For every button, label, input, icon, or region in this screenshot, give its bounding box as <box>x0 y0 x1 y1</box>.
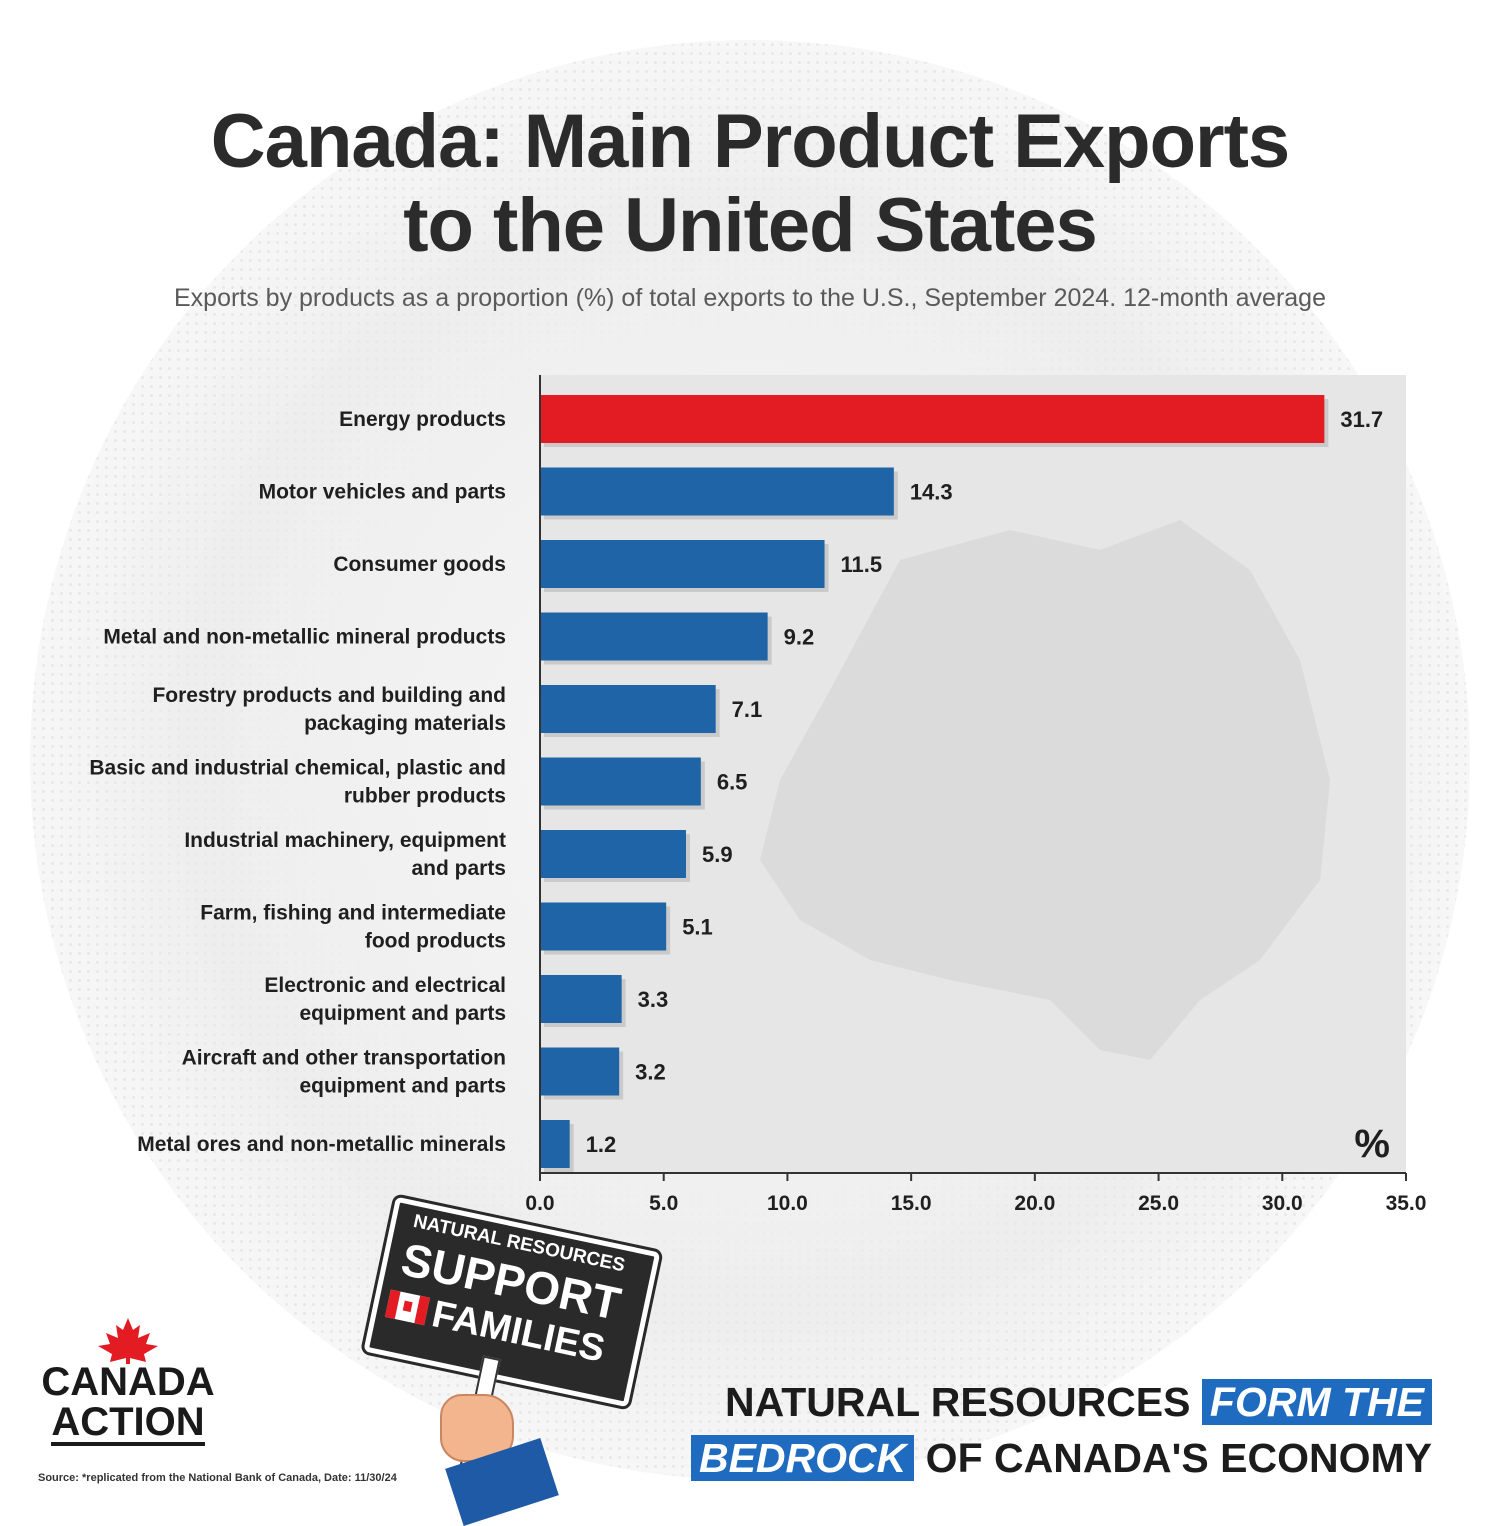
tick-label: 25.0 <box>1138 1192 1179 1215</box>
tagline-part2: FORM THE <box>1201 1379 1432 1425</box>
bar <box>540 902 667 951</box>
category-label-line: rubber products <box>344 785 506 808</box>
value-label: 31.7 <box>1340 407 1383 432</box>
bar <box>540 757 701 806</box>
chart-subtitle: Exports by products as a proportion (%) … <box>173 284 1326 312</box>
bars-group <box>540 395 1329 1172</box>
category-labels: Energy products Motor vehicles and parts C… <box>89 408 506 1156</box>
category-label: Energy products <box>339 408 506 431</box>
value-label: 7.1 <box>732 697 763 722</box>
category-label-line: Metal ores and non-metallic minerals <box>137 1133 506 1156</box>
category-label: Forestry products and building and packag… <box>152 684 506 735</box>
tagline: NATURAL RESOURCES FORM THE BEDROCK OF CA… <box>690 1374 1432 1486</box>
category-label-line: and parts <box>411 857 506 880</box>
category-label-line: Consumer goods <box>333 553 506 576</box>
canada-map-watermark <box>760 520 1330 1060</box>
bar <box>540 685 716 733</box>
maple-leaf-icon <box>98 1318 158 1364</box>
bar <box>540 975 622 1023</box>
tick-label: 0.0 <box>525 1192 554 1215</box>
x-axis-ticks: 0.0 5.0 10.0 15.0 20.0 25.0 30.0 35.0 <box>525 1173 1426 1215</box>
category-label-line: Metal and non-metallic mineral products <box>103 626 506 649</box>
category-label-line: Electronic and electrical <box>264 974 506 997</box>
category-label-line: Farm, fishing and intermediate <box>200 902 506 925</box>
value-label: 5.9 <box>702 842 733 867</box>
value-label: 6.5 <box>717 770 748 795</box>
tick-label: 20.0 <box>1014 1192 1055 1215</box>
bar <box>540 612 768 661</box>
chart-title-line2: to the United States <box>403 183 1098 268</box>
category-label: Metal ores and non-metallic minerals <box>137 1133 506 1156</box>
bar <box>540 395 1325 443</box>
category-label-line: Energy products <box>339 408 506 431</box>
tick-label: 30.0 <box>1262 1192 1303 1215</box>
category-label-line: food products <box>365 930 506 953</box>
tagline-part4: OF CANADA'S ECONOMY <box>925 1435 1432 1481</box>
tagline-part1: NATURAL RESOURCES <box>725 1379 1191 1425</box>
value-label: 14.3 <box>910 480 953 505</box>
category-label-line: Motor vehicles and parts <box>259 481 506 504</box>
category-label: Industrial machinery, equipment and parts <box>184 829 506 880</box>
category-label-line: Basic and industrial chemical, plastic a… <box>89 757 506 780</box>
canada-action-logo: CANADA ACTION <box>38 1362 218 1446</box>
category-label-line: Aircraft and other transportation <box>182 1047 506 1070</box>
value-label: 3.2 <box>635 1060 666 1085</box>
tick-label: 10.0 <box>767 1192 808 1215</box>
source-note: Source: *replicated from the National Ba… <box>38 1472 397 1484</box>
value-label: 5.1 <box>682 915 713 940</box>
bar <box>540 467 894 516</box>
tick-label: 5.0 <box>649 1192 678 1215</box>
category-label: Basic and industrial chemical, plastic a… <box>89 757 506 808</box>
category-label-line: equipment and parts <box>299 1075 506 1098</box>
bar <box>540 540 825 588</box>
tick-label: 35.0 <box>1386 1192 1427 1215</box>
logo-line1: CANADA <box>41 1360 215 1404</box>
category-label: Consumer goods <box>333 553 506 576</box>
category-label: Motor vehicles and parts <box>259 481 506 504</box>
tagline-part3: BEDROCK <box>690 1435 915 1481</box>
unit-label: % <box>1354 1122 1390 1166</box>
bar <box>540 830 686 878</box>
value-labels: 31.7 14.3 11.5 9.2 7.1 6.5 5.9 5.1 3.3 3.2 1.2 <box>586 407 1383 1157</box>
category-label-line: Industrial machinery, equipment <box>184 829 506 852</box>
bar-chart: Energy products Motor vehicles and parts C… <box>89 375 1426 1215</box>
chart-title-line1: Canada: Main Product Exports <box>210 99 1290 184</box>
value-label: 1.2 <box>586 1132 617 1157</box>
tick-label: 15.0 <box>891 1192 932 1215</box>
value-label: 9.2 <box>784 625 815 650</box>
category-label: Electronic and electrical equipment and p… <box>264 974 506 1025</box>
bar <box>540 1047 620 1096</box>
value-label: 11.5 <box>841 552 883 577</box>
category-label-line: packaging materials <box>304 712 506 735</box>
category-label-line: equipment and parts <box>299 1002 506 1025</box>
category-label: Metal and non-metallic mineral products <box>103 626 506 649</box>
value-label: 3.3 <box>638 987 669 1012</box>
category-label-line: Forestry products and building and <box>152 684 506 707</box>
category-label: Aircraft and other transportation equipme… <box>182 1047 506 1098</box>
logo-line2: ACTION <box>51 1400 205 1446</box>
category-label: Farm, fishing and intermediate food produ… <box>200 902 506 953</box>
bar <box>540 1120 570 1168</box>
